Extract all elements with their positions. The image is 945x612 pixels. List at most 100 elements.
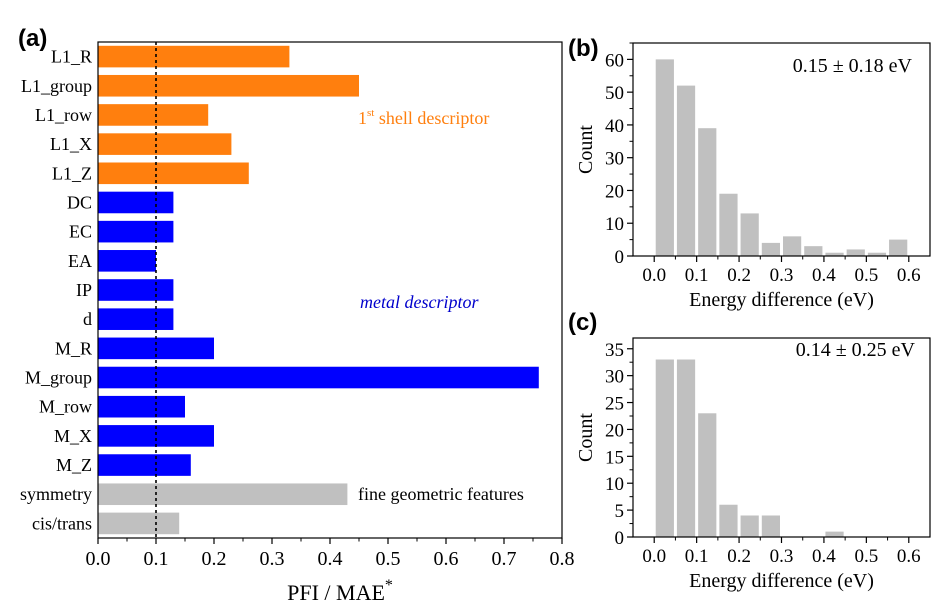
shell-descriptor-annotation: 1st shell descriptor	[358, 107, 489, 128]
histogram-bar	[676, 85, 696, 256]
histogram-bar	[783, 236, 802, 256]
panel-b-x-axis-title: Energy difference (eV)	[689, 289, 874, 311]
category-label-m-r: M_R	[55, 338, 92, 358]
category-label-m-row: M_row	[39, 397, 92, 417]
panel-c-label: (c)	[568, 309, 597, 336]
panel-a-pfi-chart: (a) L1_RL1_groupL1_rowL1_XL1_ZDCECEAIPdM…	[18, 25, 575, 605]
panel-a-plot-frame	[97, 41, 563, 539]
bar-d	[98, 308, 174, 330]
histogram-bar	[655, 359, 674, 537]
bar-l1-row	[98, 104, 209, 126]
x-tick-label: 0.0	[642, 265, 666, 286]
category-label-ea: EA	[68, 251, 92, 271]
panel-c-y-axis-title: Count	[575, 413, 597, 462]
x-tick-label: 0.4	[812, 546, 836, 567]
y-tick-label: 40	[605, 116, 624, 137]
x-tick-label: 0.6	[897, 265, 921, 286]
category-label-l1-x: L1_X	[50, 134, 92, 154]
histogram-bar	[740, 515, 759, 537]
panel-b-plot-frame	[632, 42, 931, 257]
x-tick-label: 0.2	[727, 546, 751, 567]
histogram-bar	[889, 239, 908, 256]
y-tick-label: 0	[615, 247, 625, 268]
x-tick-label: 0.2	[202, 548, 227, 570]
panel-a-x-axis-title: PFI / MAE*	[287, 577, 393, 605]
category-label-d: d	[83, 309, 92, 329]
bar-ip	[98, 279, 174, 301]
histogram-bar	[761, 242, 780, 256]
x-tick-label: 0.1	[685, 265, 709, 286]
x-tick-label: 0.0	[86, 548, 111, 570]
x-tick-label: 0.5	[854, 546, 878, 567]
histogram-bar	[676, 359, 696, 537]
category-label-m-group: M_group	[25, 368, 92, 388]
histogram-bar	[761, 515, 780, 537]
histogram-bar	[825, 252, 844, 256]
panel-b-y-axis-title: Count	[575, 125, 597, 174]
histogram-bar	[655, 59, 674, 257]
x-tick-label: 0.5	[376, 548, 401, 570]
histogram-bar	[804, 246, 823, 256]
panel-c-plot-frame	[632, 337, 931, 538]
geometric-features-annotation: fine geometric features	[358, 484, 524, 504]
y-tick-label: 30	[605, 149, 624, 170]
histogram-bar	[719, 193, 738, 256]
x-tick-label: 0.3	[770, 265, 794, 286]
y-tick-label: 20	[605, 181, 624, 202]
y-tick-label: 15	[605, 447, 624, 468]
category-label-l1-row: L1_row	[35, 105, 92, 125]
bar-dc	[98, 191, 174, 214]
bar-l1-r	[98, 45, 290, 68]
x-tick-label: 0.4	[318, 548, 343, 570]
bar-m-z	[98, 454, 191, 476]
panel-b-annotation: 0.15 ± 0.18 eV	[793, 55, 913, 77]
histogram-bar	[867, 252, 887, 256]
panel-a-label: (a)	[18, 25, 47, 52]
category-label-m-x: M_X	[54, 426, 92, 446]
category-label-m-z: M_Z	[56, 455, 92, 475]
category-label-dc: DC	[67, 192, 92, 212]
panel-c-x-axis-title: Energy difference (eV)	[689, 570, 874, 592]
x-tick-label: 0.6	[434, 548, 459, 570]
y-tick-label: 10	[605, 474, 624, 495]
bar-cis-trans	[98, 512, 180, 535]
bar-ec	[98, 220, 174, 243]
bar-m-x	[98, 425, 214, 447]
y-tick-label: 60	[605, 50, 624, 71]
category-label-ip: IP	[76, 280, 92, 300]
histogram-bar	[719, 504, 738, 537]
x-tick-label: 0.6	[897, 546, 921, 567]
x-tick-label: 0.5	[854, 265, 878, 286]
x-tick-label: 0.4	[812, 265, 836, 286]
histogram-bar	[825, 531, 844, 537]
y-tick-label: 30	[605, 367, 624, 388]
category-label-cis-trans: cis/trans	[32, 513, 92, 533]
metal-descriptor-annotation: metal descriptor	[360, 292, 479, 312]
y-tick-label: 25	[605, 394, 624, 415]
bar-m-row	[98, 395, 185, 418]
y-tick-label: 5	[615, 501, 625, 522]
x-tick-label: 0.1	[685, 546, 709, 567]
histogram-bar	[698, 413, 717, 537]
category-label-l1-r: L1_R	[51, 47, 92, 67]
category-label-l1-group: L1_group	[21, 76, 92, 96]
y-tick-label: 10	[605, 214, 624, 235]
bar-symmetry	[98, 483, 348, 506]
x-tick-label: 0.7	[492, 548, 517, 570]
bar-l1-x	[98, 133, 232, 155]
x-tick-label: 0.2	[727, 265, 751, 286]
y-tick-label: 20	[605, 420, 624, 441]
category-label-l1-z: L1_Z	[52, 163, 92, 183]
panel-c-annotation: 0.14 ± 0.25 eV	[796, 339, 916, 361]
bar-l1-group	[98, 74, 359, 97]
x-tick-label: 0.3	[260, 548, 285, 570]
histogram-bar	[846, 249, 865, 256]
panel-b-histogram: (b) 0.0 0.1 0.2 0.3 0.4 0.5 0.6 0 10 20 30 40 50 60 0…	[568, 35, 931, 311]
x-tick-label: 0.8	[550, 548, 575, 570]
y-tick-label: 0	[615, 528, 625, 549]
x-tick-label: 0.1	[144, 548, 169, 570]
category-label-ec: EC	[69, 222, 92, 242]
x-tick-label: 0.0	[642, 546, 666, 567]
panel-b-label: (b)	[568, 35, 599, 62]
